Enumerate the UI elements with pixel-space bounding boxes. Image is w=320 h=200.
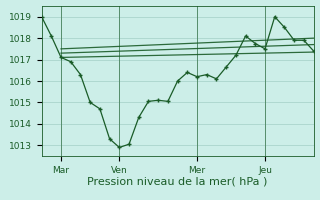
X-axis label: Pression niveau de la mer( hPa ): Pression niveau de la mer( hPa ) xyxy=(87,176,268,186)
